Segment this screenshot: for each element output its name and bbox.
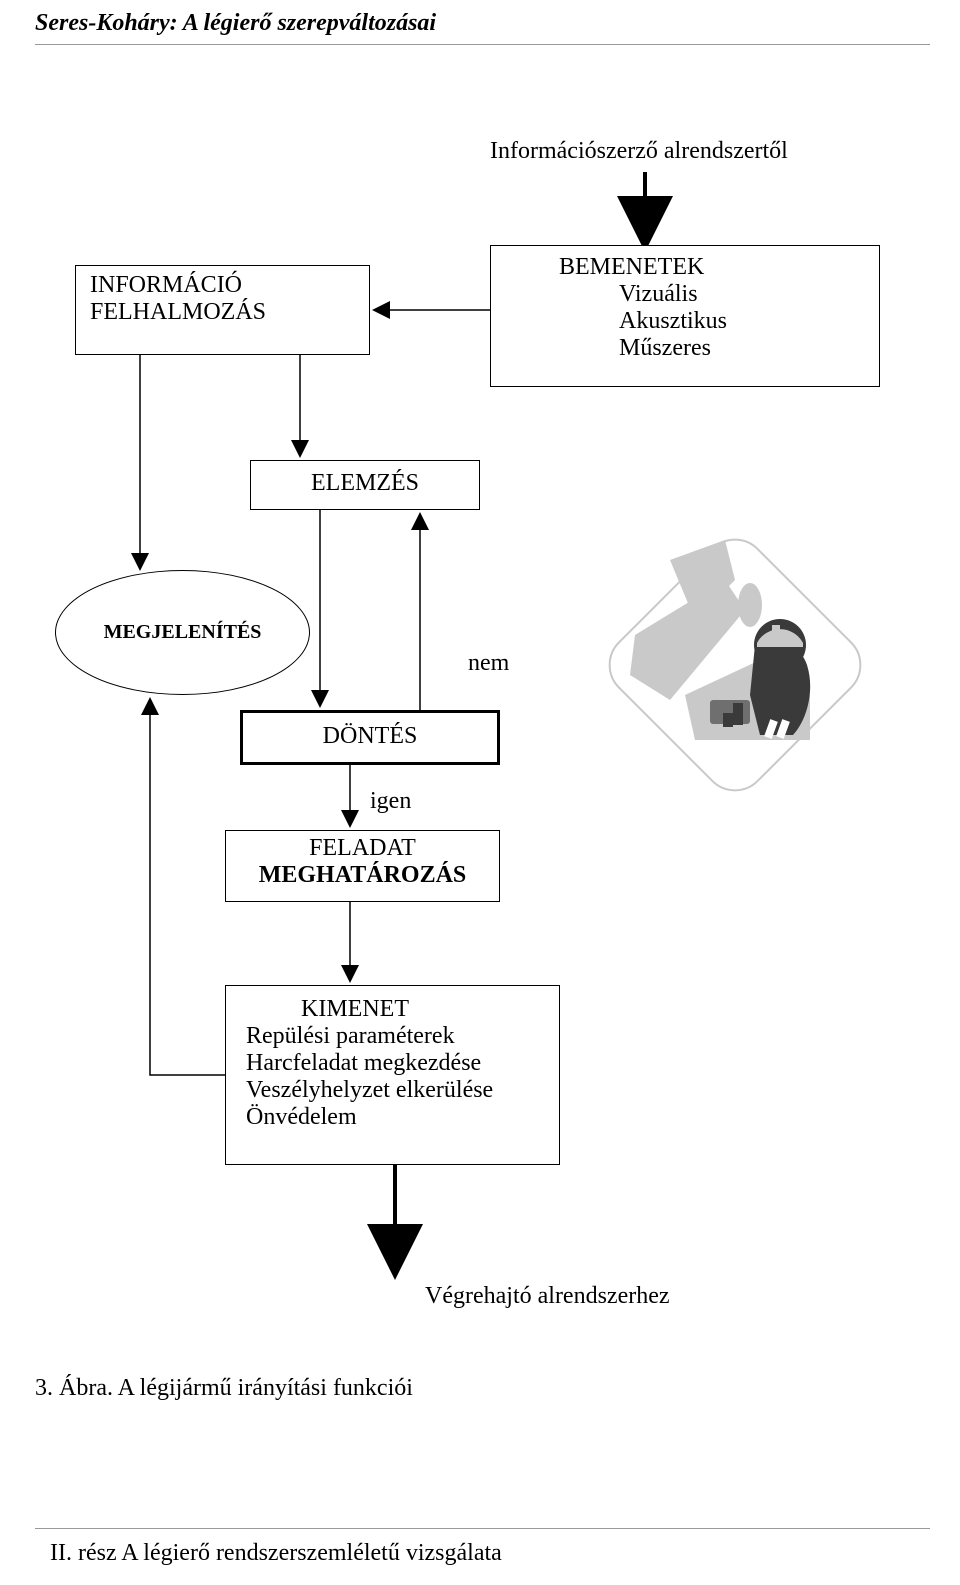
kimenet-l2: Harcfeladat megkezdése bbox=[246, 1050, 539, 1077]
elemzes-text: ELEMZÉS bbox=[311, 470, 419, 496]
pilot-illustration bbox=[575, 525, 885, 805]
bemenetek-l2: Akusztikus bbox=[509, 308, 861, 335]
bemenetek-title: BEMENETEK bbox=[509, 254, 861, 281]
header-rule bbox=[35, 44, 930, 45]
info-line2: FELHALMOZÁS bbox=[90, 299, 355, 326]
label-target: Végrehajtó alrendszerhez bbox=[425, 1283, 670, 1310]
caption-text: 3. Ábra. A légijármű irányítási funkciói bbox=[35, 1375, 413, 1401]
bemenetek-l3: Műszeres bbox=[509, 335, 861, 362]
node-kimenet: KIMENET Repülési paraméterek Harcfeladat… bbox=[225, 985, 560, 1165]
kimenet-l4: Önvédelem bbox=[246, 1104, 539, 1131]
node-feladat: FELADAT MEGHATÁROZÁS bbox=[225, 830, 500, 902]
node-informacio-felhalmozas: INFORMÁCIÓ FELHALMOZÁS bbox=[75, 265, 370, 355]
node-elemzes: ELEMZÉS bbox=[250, 460, 480, 510]
node-bemenetek: BEMENETEK Vizuális Akusztikus Műszeres bbox=[490, 245, 880, 387]
node-dontes: DÖNTÉS bbox=[240, 710, 500, 765]
footer-text: II. rész A légierő rendszerszemléletű vi… bbox=[50, 1540, 502, 1567]
figure-caption: 3. Ábra. A légijármű irányítási funkciói bbox=[35, 1375, 413, 1402]
dontes-text: DÖNTÉS bbox=[323, 723, 418, 749]
page-header-title: Seres-Koháry: A légierő szerepváltozásai bbox=[35, 10, 436, 37]
info-line1: INFORMÁCIÓ bbox=[90, 272, 355, 299]
page-root: Seres-Koháry: A légierő szerepváltozásai… bbox=[0, 0, 960, 1585]
bemenetek-l1: Vizuális bbox=[509, 281, 861, 308]
kimenet-l1: Repülési paraméterek bbox=[246, 1023, 539, 1050]
feladat-line2: MEGHATÁROZÁS bbox=[240, 862, 485, 889]
feladat-line1: FELADAT bbox=[240, 835, 485, 862]
arrow-kimenet-megj bbox=[150, 700, 225, 1075]
label-nem: nem bbox=[468, 650, 509, 677]
kimenet-title: KIMENET bbox=[246, 996, 539, 1023]
kimenet-l3: Veszélyhelyzet elkerülése bbox=[246, 1077, 539, 1104]
node-megjelenites: MEGJELENÍTÉS bbox=[55, 570, 310, 695]
megjelenites-text: MEGJELENÍTÉS bbox=[104, 621, 262, 644]
footer-rule bbox=[35, 1528, 930, 1529]
label-source: Információszerző alrendszertől bbox=[490, 138, 788, 165]
label-igen: igen bbox=[370, 788, 411, 815]
